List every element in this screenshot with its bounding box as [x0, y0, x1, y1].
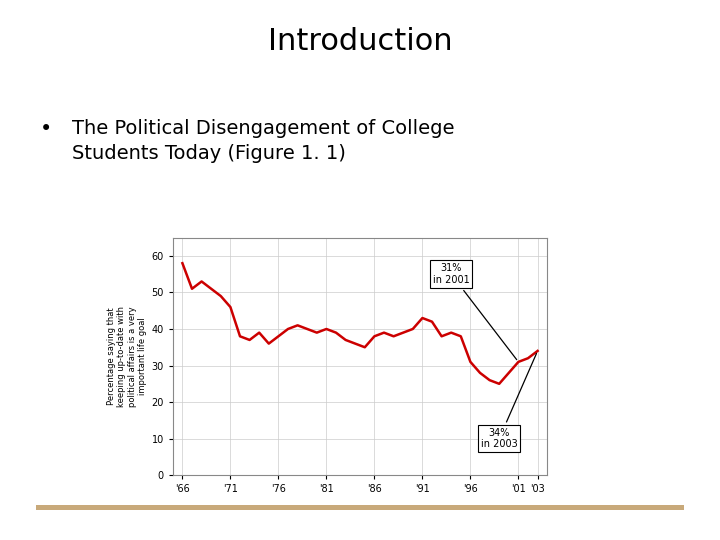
Text: The Political Disengagement of College
Students Today (Figure 1. 1): The Political Disengagement of College S…	[72, 119, 454, 163]
Text: •: •	[40, 119, 52, 139]
Text: 31%
in 2001: 31% in 2001	[433, 264, 517, 360]
Y-axis label: Percentage saying that
keeping up-to-date with
political affairs is a very
impor: Percentage saying that keeping up-to-dat…	[107, 306, 147, 407]
Text: Introduction: Introduction	[268, 27, 452, 56]
Text: 34%
in 2003: 34% in 2003	[481, 354, 536, 449]
